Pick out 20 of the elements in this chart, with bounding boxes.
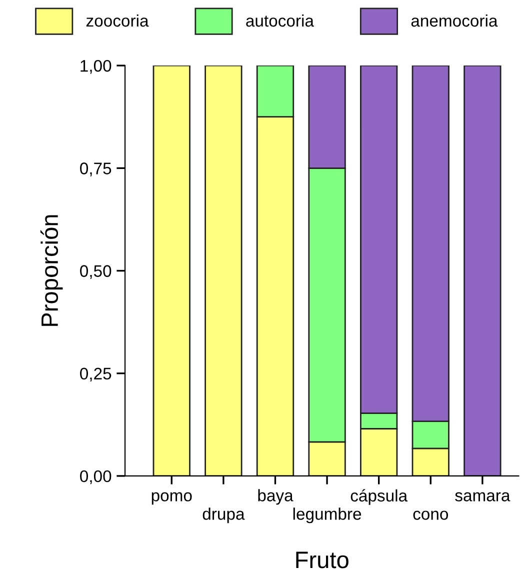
x-tick-label: legumbre — [293, 508, 362, 524]
bar — [204, 66, 242, 476]
legend-label: autocoria — [246, 14, 314, 27]
bar — [464, 66, 502, 476]
y-axis-title: Proporción — [40, 215, 63, 326]
bar — [152, 66, 190, 476]
x-tick-label: cono — [413, 510, 448, 520]
y-tick-label: 1,00 — [80, 60, 112, 74]
x-tick-label: cápsula — [350, 489, 408, 505]
x-axis-title: Fruto — [296, 552, 348, 568]
x-tick-label: baya — [258, 489, 294, 505]
y-tick-label: 0,25 — [80, 368, 112, 382]
x-tick-label: pomo — [152, 492, 192, 505]
y-tick-label: 0,75 — [80, 162, 112, 176]
legend-label: anemocoria — [411, 14, 498, 27]
y-tick-label: 0,50 — [80, 265, 112, 279]
x-tick-label: drupa — [202, 508, 245, 524]
x-tick-label: samara — [455, 492, 510, 502]
legend-label: zoocoria — [86, 14, 149, 27]
y-tick-label: 0,00 — [80, 470, 112, 484]
